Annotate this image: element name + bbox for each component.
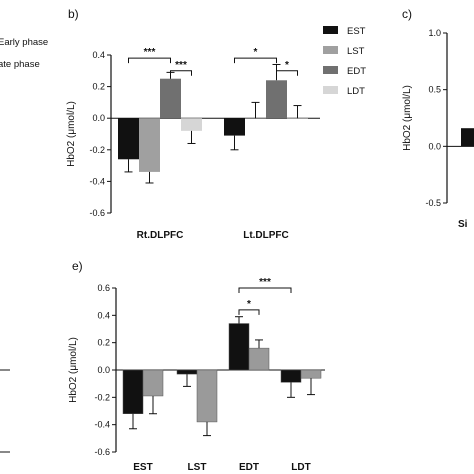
legend-b: EST LST EDT LDT — [323, 26, 366, 97]
bar — [139, 118, 160, 172]
significance-bracket — [238, 287, 292, 293]
panel-c: -0.5 0.0 0.5 1.0 HbO2 (μmol/L) c) Si — [402, 7, 474, 230]
significance-label: * — [285, 60, 289, 71]
category-label: EDT — [239, 462, 259, 473]
bar — [181, 118, 202, 131]
legend-swatch — [323, 26, 338, 34]
y-tick-label: 0.5 — [428, 85, 441, 95]
legend-label: LDT — [347, 86, 365, 97]
significance-label: *** — [259, 277, 271, 288]
legend-swatch — [323, 46, 338, 54]
y-tick-label: -0.6 — [94, 447, 110, 457]
bar — [224, 118, 245, 136]
bar — [245, 118, 266, 119]
bar — [461, 128, 474, 147]
legend-label: EDT — [347, 66, 366, 77]
legend-a-entry: Early phase — [0, 37, 48, 48]
y-tick-label: 0.6 — [97, 283, 110, 293]
significance-bracket — [128, 57, 171, 64]
y-tick-label: 0.0 — [428, 141, 441, 151]
y-tick-label: -0.2 — [89, 145, 105, 155]
y-tick-label: 0.4 — [97, 310, 110, 320]
panel-e: -0.6 -0.4 -0.2 0.0 0.2 0.4 0.6 HbO2 (μmol/L) e) E… — [68, 259, 325, 473]
bar — [160, 78, 181, 119]
bar — [287, 118, 308, 119]
y-tick-label: -0.6 — [89, 208, 105, 218]
bar — [266, 80, 287, 119]
panel-a-legend: Early phase ate phase — [0, 37, 48, 70]
panel-label: b) — [68, 7, 79, 21]
category-label: Lt.DLPFC — [243, 230, 289, 241]
significance-label: *** — [175, 60, 187, 71]
bar — [280, 369, 302, 383]
y-tick-label: -0.4 — [89, 176, 105, 186]
significance-bracket — [276, 70, 298, 76]
legend-a-entry: ate phase — [0, 59, 40, 70]
category-label: LST — [188, 462, 207, 473]
legend-label: EST — [347, 26, 366, 37]
y-axis-label: HbO2 (μmol/L) — [66, 101, 77, 167]
y-tick-label: 0.2 — [97, 338, 110, 348]
y-axis-label: HbO2 (μmol/L) — [68, 337, 79, 403]
panel-b: -0.6 -0.4 -0.2 0.0 0.2 0.4 HbO2 (μmol/L) b) Rt.D… — [66, 7, 320, 241]
significance-bracket — [238, 309, 260, 315]
y-tick-label: 0.0 — [92, 113, 105, 123]
category-label: LDT — [291, 462, 310, 473]
category-label: Rt.DLPFC — [137, 230, 184, 241]
legend-swatch — [323, 86, 338, 94]
y-axis-label: HbO2 (μmol/L) — [402, 85, 413, 151]
y-tick-label: 0.0 — [97, 365, 110, 375]
legend-label: LST — [347, 46, 365, 57]
legend-swatch — [323, 66, 338, 74]
y-tick-label: 1.0 — [428, 28, 441, 38]
panel-label: e) — [72, 259, 83, 273]
y-tick-label: -0.2 — [94, 392, 110, 402]
bar — [228, 323, 250, 371]
significance-label: * — [254, 47, 258, 58]
bar — [300, 369, 322, 379]
bar — [196, 369, 218, 423]
bar — [118, 118, 139, 160]
bar — [176, 369, 198, 375]
category-label: Si — [458, 219, 468, 230]
significance-label: * — [247, 299, 251, 310]
significance-bracket — [170, 70, 192, 76]
y-tick-label: 0.2 — [92, 82, 105, 92]
bar — [248, 347, 270, 371]
category-label: EST — [133, 462, 152, 473]
significance-bracket — [234, 57, 277, 64]
y-tick-label: -0.4 — [94, 420, 110, 430]
bar — [142, 369, 164, 397]
panel-label: c) — [402, 7, 412, 21]
y-tick-label: 0.4 — [92, 50, 105, 60]
bar — [122, 369, 144, 414]
significance-label: *** — [144, 47, 156, 58]
y-tick-label: -0.5 — [425, 198, 441, 208]
